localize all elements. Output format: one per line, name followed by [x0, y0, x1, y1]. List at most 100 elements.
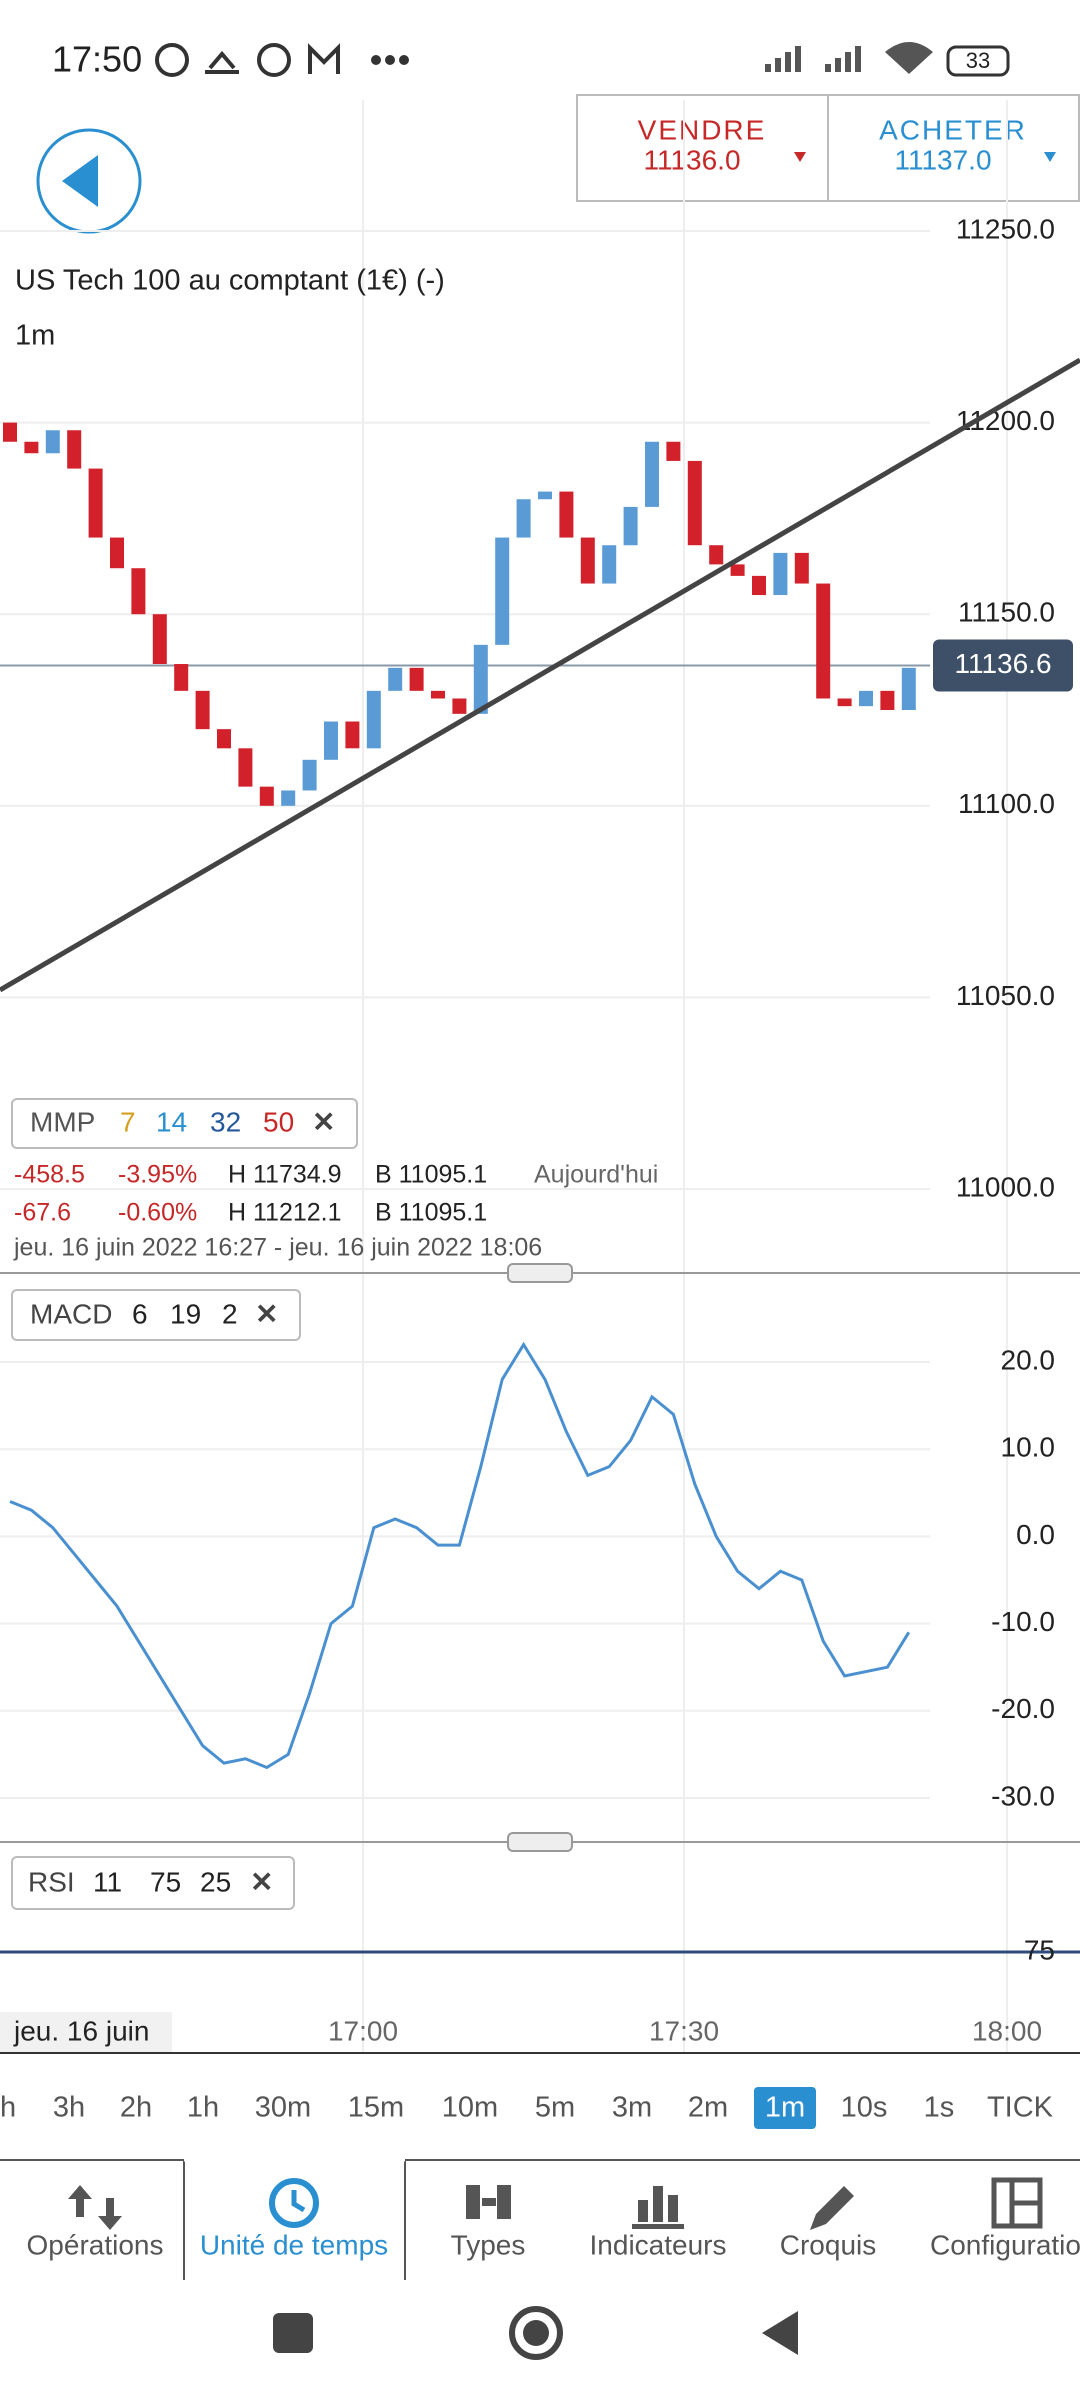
- timeframe[interactable]: 1m: [765, 2092, 805, 2124]
- candle: [666, 441, 681, 461]
- rsi-close[interactable]: ✕: [250, 1866, 273, 1897]
- resize-handle[interactable]: [507, 1263, 573, 1283]
- current-price: 11136.6: [954, 648, 1051, 679]
- candles: [3, 422, 916, 806]
- nav-tab[interactable]: Indicateurs: [590, 2229, 727, 2260]
- candle: [324, 721, 338, 760]
- candle: [752, 575, 766, 596]
- candle: [174, 664, 189, 691]
- timeframe[interactable]: 1s: [924, 2092, 955, 2124]
- candle: [880, 690, 895, 710]
- candle: [559, 491, 574, 538]
- buy-price: 11137.0: [894, 144, 991, 175]
- candle: [773, 552, 788, 596]
- y-tick-label: 11050.0: [956, 980, 1055, 1011]
- macd-legend: [11, 1289, 301, 1341]
- sell-button[interactable]: VENDRE 11136.0: [638, 114, 806, 175]
- candle: [110, 537, 124, 569]
- system-nav: [273, 2306, 798, 2360]
- candle: [623, 506, 638, 546]
- grid: 11250.011200.011150.011100.011050.011000…: [0, 100, 1073, 2053]
- nav-tab[interactable]: Unité de temps: [200, 2229, 388, 2260]
- instrument-title: US Tech 100 au comptant (1€) (-): [15, 265, 445, 297]
- back[interactable]: [762, 2311, 798, 2355]
- macd-p2: 19: [170, 1298, 201, 1329]
- candle: [901, 667, 916, 710]
- mmp-close[interactable]: ✕: [312, 1106, 335, 1137]
- candle: [730, 564, 745, 576]
- macd-line: [9, 1341, 911, 1770]
- timeframe-selected: [754, 2087, 816, 2129]
- stat: B 11095.1: [375, 1161, 487, 1189]
- candle: [816, 583, 831, 699]
- candle: [794, 552, 809, 584]
- time-label: 18:00: [972, 2015, 1042, 2046]
- interval-label: 1m: [15, 320, 55, 352]
- candle: [302, 759, 317, 791]
- candle: [67, 430, 82, 469]
- y-tick-label: 0.0: [1016, 1519, 1055, 1550]
- timeframe[interactable]: 2h: [120, 2092, 152, 2124]
- home[interactable]: [509, 2306, 563, 2360]
- buy-button[interactable]: ACHETER 11137.0: [879, 114, 1056, 175]
- timeframe[interactable]: 2m: [688, 2092, 728, 2124]
- rsi-name: RSI: [28, 1866, 75, 1897]
- rsi-p3: 25: [200, 1866, 231, 1897]
- y-tick-label: 11000.0: [956, 1171, 1055, 1202]
- mmp-p4: 50: [263, 1106, 294, 1137]
- timeframe[interactable]: 3m: [612, 2092, 652, 2124]
- mmp-p3: 32: [210, 1106, 241, 1137]
- candle: [645, 441, 659, 507]
- timeframe[interactable]: 15m: [348, 2092, 404, 2124]
- resize-handle[interactable]: [507, 1832, 573, 1852]
- y-tick-label: 11200.0: [956, 405, 1055, 436]
- stat: H 11734.9: [228, 1161, 342, 1189]
- stat: Aujourd'hui: [534, 1161, 658, 1189]
- stat: B 11095.1: [375, 1199, 487, 1227]
- candle: [24, 441, 39, 454]
- signal-icons: [765, 42, 933, 74]
- nav-tab[interactable]: Croquis: [780, 2229, 876, 2260]
- timeframe[interactable]: 10s: [841, 2092, 888, 2124]
- nav-tab[interactable]: Types: [451, 2229, 526, 2260]
- macd-p3: 2: [222, 1298, 238, 1329]
- macd-panel: 20.0 10.0 0.0 -10.0 -20.0 -30.0: [0, 1341, 1056, 1811]
- mmp-legend: [11, 1098, 358, 1149]
- time-label: 17:00: [328, 2015, 398, 2046]
- timeframe[interactable]: 3h: [53, 2092, 85, 2124]
- candle: [859, 690, 873, 707]
- candle: [580, 537, 595, 584]
- recents[interactable]: [273, 2313, 313, 2353]
- timeframe[interactable]: TICK: [987, 2092, 1054, 2124]
- candle: [345, 721, 360, 749]
- candle: [452, 698, 467, 714]
- nav-tab[interactable]: Configuratio: [930, 2229, 1080, 2260]
- candle: [281, 790, 296, 806]
- candle: [602, 545, 617, 584]
- timeframe[interactable]: 30m: [255, 2092, 311, 2124]
- candle: [409, 667, 424, 691]
- battery-level: 33: [966, 48, 990, 73]
- candle: [152, 614, 167, 665]
- candle: [687, 460, 702, 546]
- timeframe[interactable]: 5m: [535, 2092, 575, 2124]
- candle: [473, 644, 488, 714]
- candle: [259, 786, 274, 806]
- rsi-panel: 75: [0, 1934, 1080, 1965]
- timeframe[interactable]: 10m: [442, 2092, 498, 2124]
- candle: [3, 422, 17, 442]
- clock: 17:50: [52, 39, 142, 80]
- candle: [131, 568, 146, 615]
- timeframe[interactable]: 1h: [187, 2092, 219, 2124]
- candle: [238, 748, 253, 787]
- macd-close[interactable]: ✕: [255, 1298, 278, 1329]
- candle: [431, 690, 445, 699]
- y-tick-label: 20.0: [1001, 1344, 1056, 1375]
- sell-label: VENDRE: [638, 114, 767, 145]
- timeframe[interactable]: h: [0, 2092, 16, 2124]
- time-label: jeu. 16 juin: [13, 2015, 149, 2046]
- status-icons: [155, 43, 409, 77]
- nav-tab[interactable]: Opérations: [27, 2229, 164, 2260]
- time-label: 17:30: [649, 2015, 719, 2046]
